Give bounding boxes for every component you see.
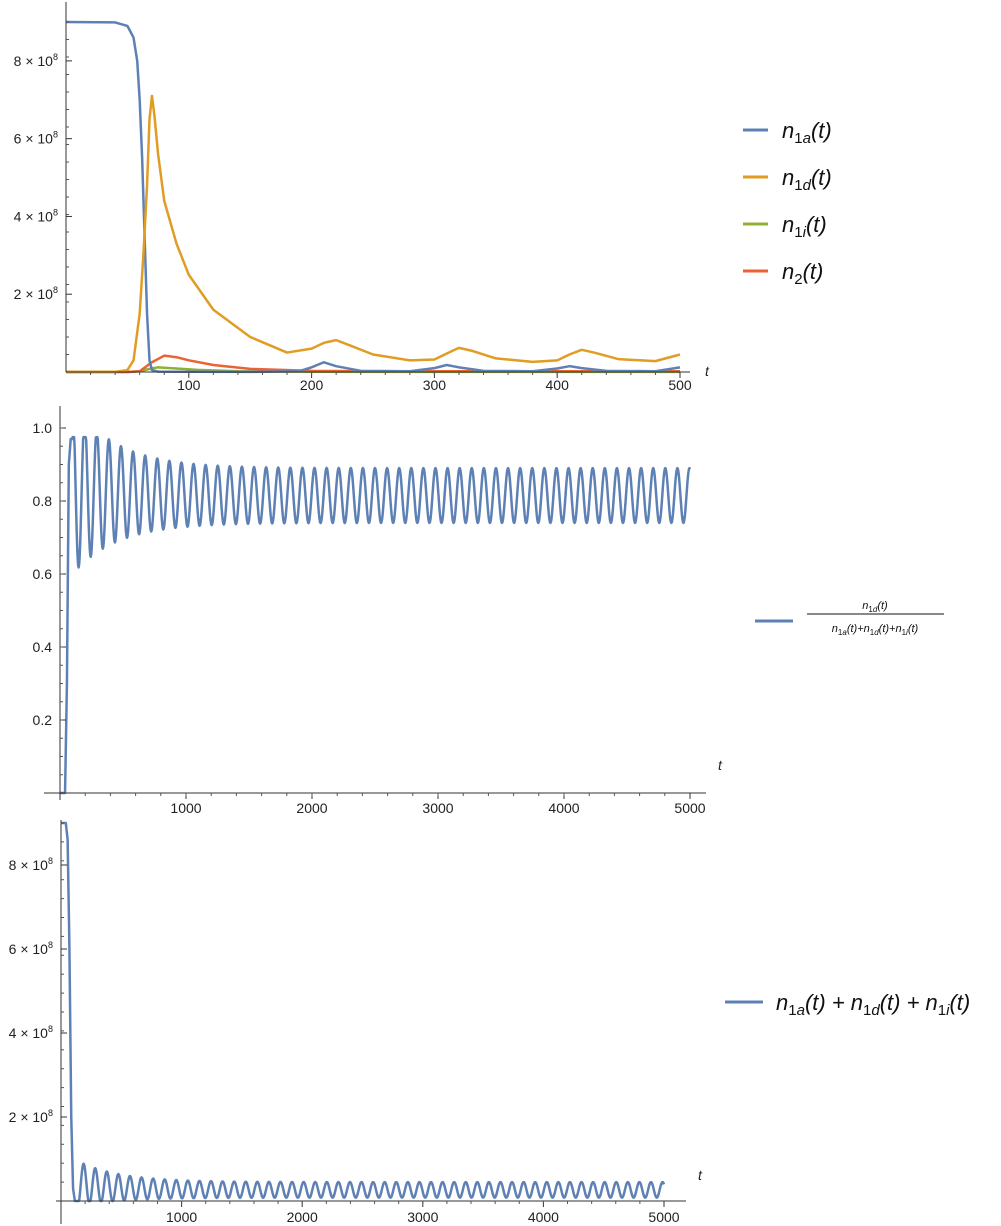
y-tick-label: 1.0	[33, 420, 53, 436]
series-line-n1dt	[65, 94, 681, 374]
legend-ratio-denominator: n1a(t)+n1d(t)+n1i(t)	[832, 623, 919, 637]
y-tick-label: 6 × 108	[14, 130, 58, 147]
panel-3-lines	[61, 821, 666, 1203]
x-tick-label: 500	[668, 377, 692, 393]
legend-label-n2: n2(t)	[782, 259, 823, 288]
y-tick-label: 4 × 108	[14, 207, 58, 224]
panel-3-legend: n1a(t) + n1d(t) + n1i(t)	[725, 990, 970, 1019]
panel-1-x-axis-label: t	[705, 363, 710, 379]
y-tick-label: 8 × 108	[9, 856, 53, 873]
y-tick-label: 8 × 108	[14, 52, 58, 69]
x-tick-label: 5000	[674, 800, 705, 816]
legend-label-n1i: n1i(t)	[782, 212, 827, 241]
x-tick-label: 1000	[166, 1209, 197, 1225]
y-tick-label: 2 × 108	[9, 1108, 53, 1125]
y-tick-label: 0.6	[33, 566, 53, 582]
panel-3-x-axis-label: t	[698, 1167, 703, 1183]
legend-label-n1d: n1d(t)	[782, 165, 832, 194]
x-tick-label: 3000	[422, 800, 453, 816]
panel-1: 100 200 300 400 500 2 × 108 4 × 108 6 × 108 8 ×…	[14, 2, 832, 393]
x-tick-label: 3000	[407, 1209, 438, 1225]
legend-label-n1a: n1a(t)	[782, 118, 832, 147]
y-tick-label: 0.8	[33, 493, 53, 509]
legend-label-sum: n1a(t) + n1d(t) + n1i(t)	[776, 990, 970, 1019]
series-line-n1at	[65, 20, 681, 374]
panel-2-lines	[60, 435, 692, 795]
y-tick-label: 2 × 108	[14, 285, 58, 302]
x-tick-label: 2000	[287, 1209, 318, 1225]
series-line-sum	[61, 821, 666, 1203]
y-tick-label: 0.4	[33, 639, 53, 655]
x-tick-label: 2000	[296, 800, 327, 816]
y-tick-label: 6 × 108	[9, 940, 53, 957]
series-line-ratio	[60, 435, 692, 795]
x-tick-label: 4000	[528, 1209, 559, 1225]
x-tick-label: 300	[423, 377, 447, 393]
x-tick-label: 4000	[548, 800, 579, 816]
panel-1-lines	[65, 20, 681, 374]
x-tick-label: 200	[300, 377, 324, 393]
x-tick-label: 1000	[170, 800, 201, 816]
panel-2-legend: n1d(t) n1a(t)+n1d(t)+n1i(t)	[755, 600, 944, 637]
legend-ratio-numerator: n1d(t)	[862, 600, 888, 614]
panel-2: 1000 2000 3000 4000 5000 0.2 0.4 0.6 0.8 1.0 t n…	[33, 406, 944, 816]
panel-3: 1000 2000 3000 4000 5000 2 × 108 4 × 108 6 × 1…	[9, 820, 970, 1225]
y-tick-label: 0.2	[33, 712, 53, 728]
y-tick-label: 4 × 108	[9, 1024, 53, 1041]
x-tick-label: 400	[546, 377, 570, 393]
x-tick-label: 100	[177, 377, 201, 393]
panel-2-x-axis-label: t	[718, 757, 723, 773]
x-tick-label: 5000	[648, 1209, 679, 1225]
panel-1-legend: n1a(t) n1d(t) n1i(t) n2(t)	[743, 118, 832, 288]
